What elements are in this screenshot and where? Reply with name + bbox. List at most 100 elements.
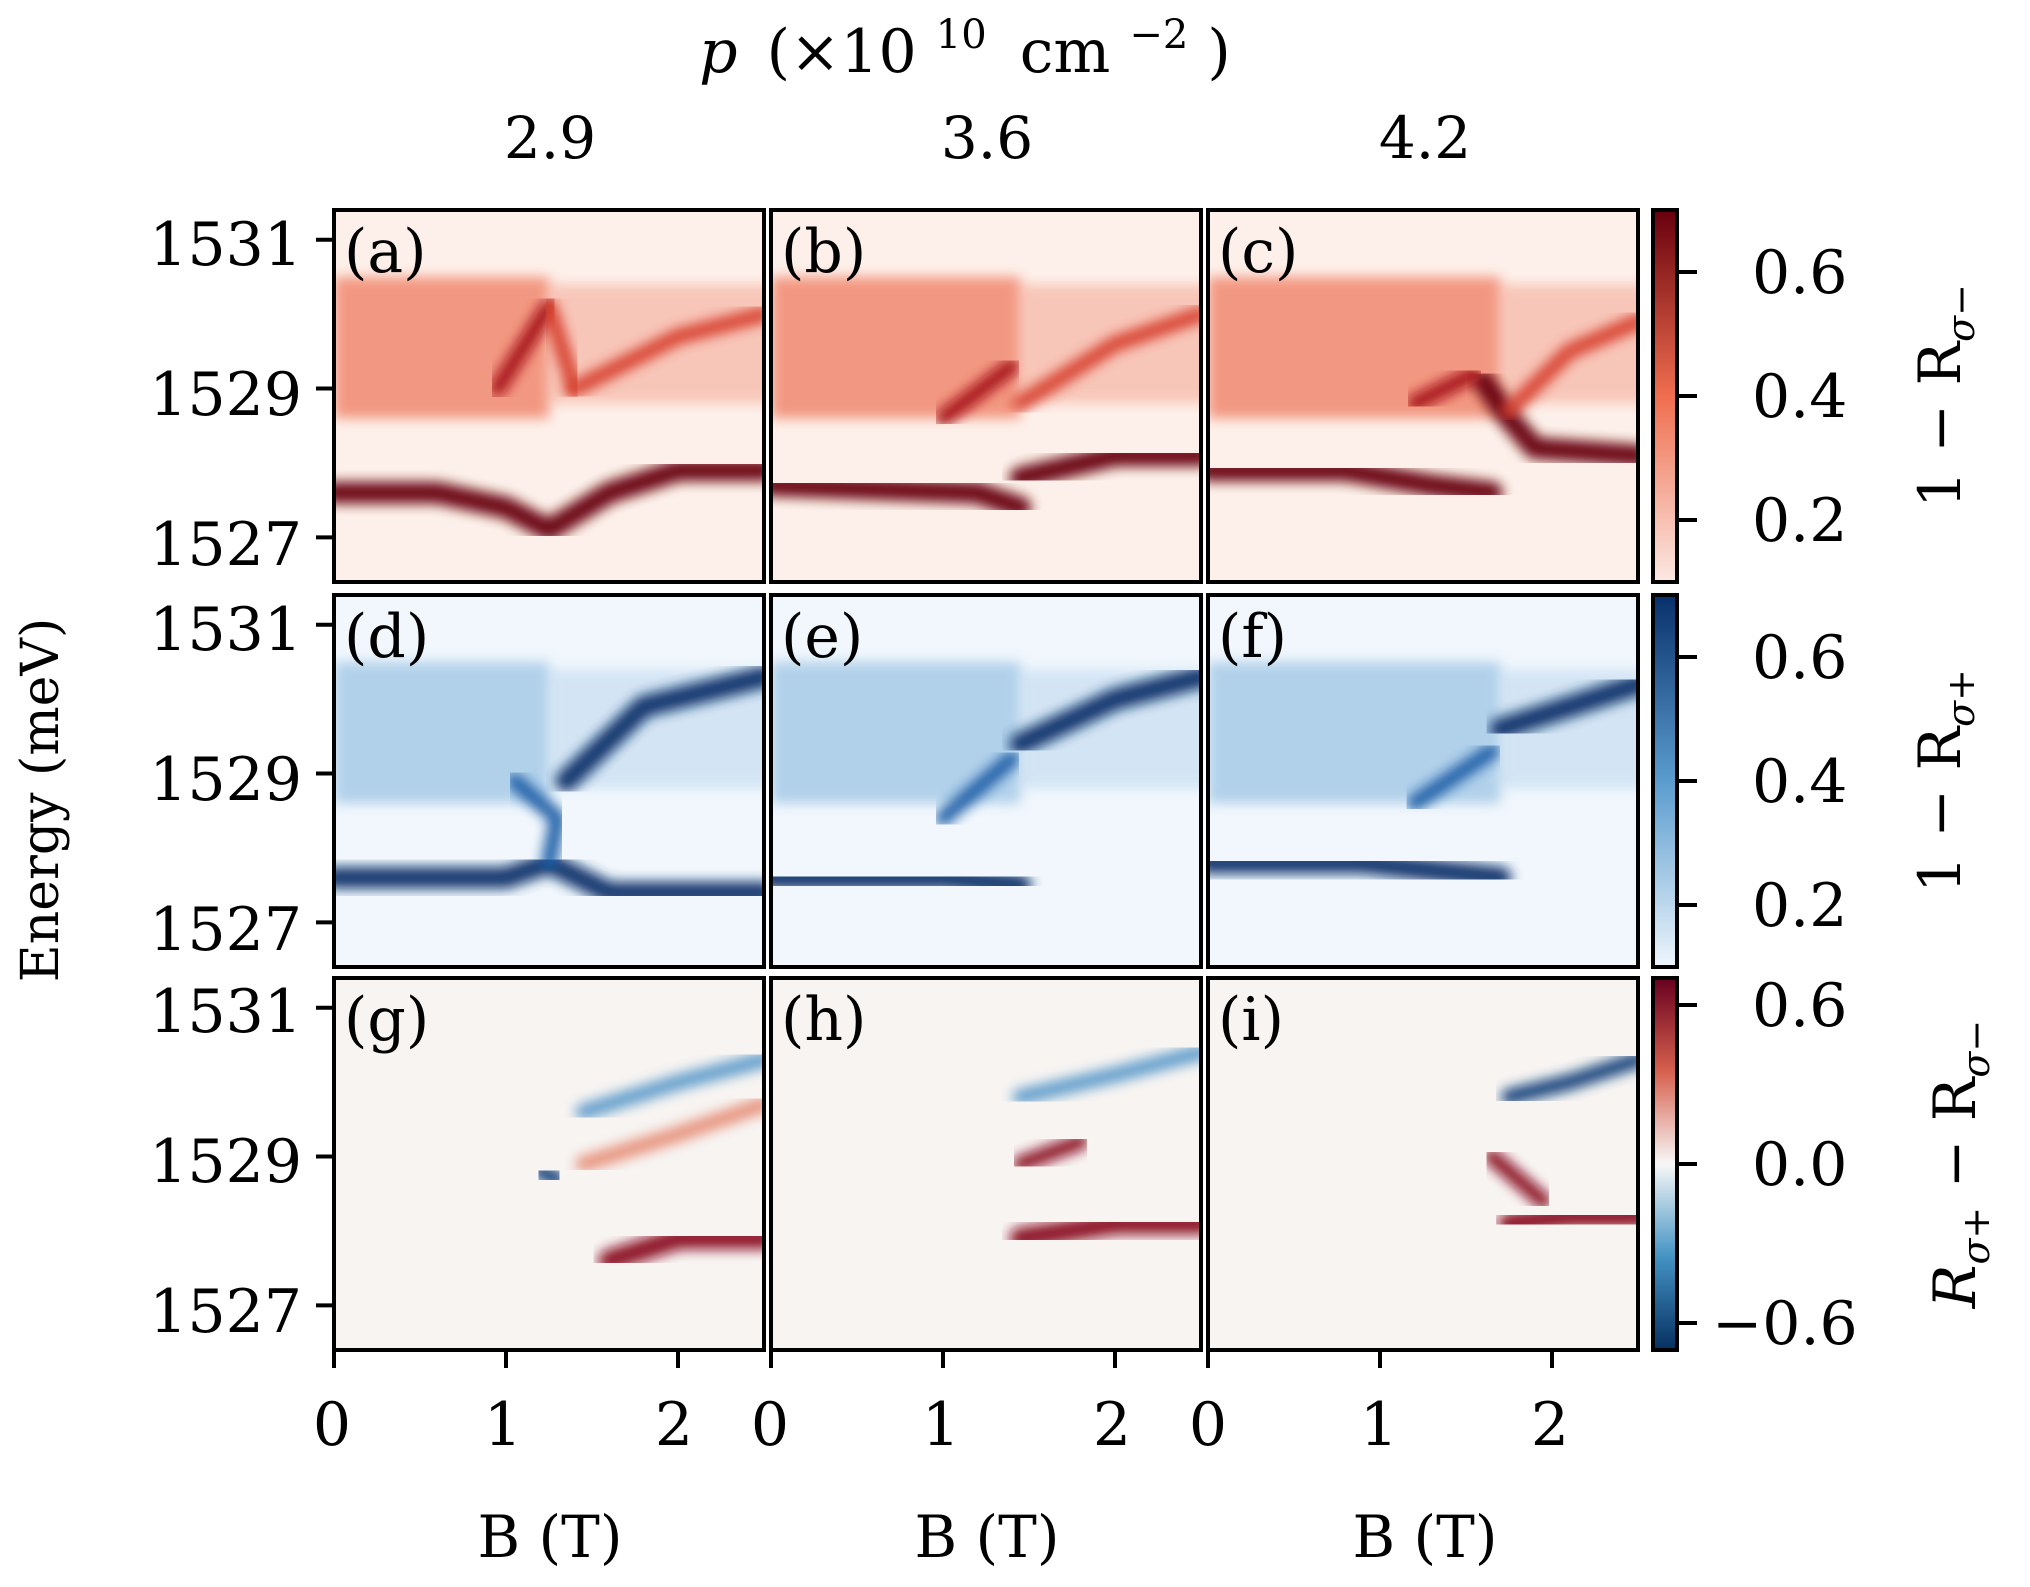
density-exponent: 10	[936, 12, 987, 58]
density-label: p (×10 10 cm −2 )	[699, 0, 1231, 87]
x-tick-col2-2: 2	[1093, 1390, 1131, 1460]
panel-f-feature-4	[1489, 673, 1638, 740]
x-tick-col3-2: 2	[1531, 1390, 1569, 1460]
density-close: )	[1207, 17, 1230, 87]
panel-e-label: (e)	[781, 602, 863, 672]
colorbar-diverging-label: Rσ+ − Rσ−	[1921, 1020, 1998, 1309]
x-axis-label-2: B (T)	[915, 1503, 1060, 1571]
panel-c-feature-2	[1472, 370, 1638, 467]
panel-h-content	[771, 978, 1201, 1350]
panel-d-label: (d)	[344, 602, 429, 672]
panel-i: (i)	[1206, 976, 1640, 1368]
panel-b-content	[771, 210, 1201, 582]
panel-h-frame	[769, 976, 1203, 1352]
panel-f-label: (f)	[1218, 602, 1287, 672]
density-symbol: p	[699, 17, 737, 87]
panel-c: (c)	[1206, 208, 1640, 584]
panel-e-feature-1	[771, 866, 1032, 897]
panel-c-label: (c)	[1218, 217, 1298, 287]
panel-h: (h)	[769, 976, 1203, 1368]
colorbar-red-gradient	[1651, 208, 1679, 584]
panel-a-content	[334, 210, 764, 582]
panel-g-feature-5	[575, 1051, 764, 1120]
panel-b-feature-3	[935, 358, 1020, 427]
panel-d-feature-2	[506, 773, 566, 871]
panel-c-diffuse-band-high	[1500, 284, 1638, 404]
y-tick-row3-1531: 1531	[149, 977, 302, 1047]
colorbar-diverging-tick-label-neg0.6: −0.6	[1712, 1289, 1858, 1359]
panel-b-feature-2	[1009, 444, 1201, 489]
colorbar-blue: 0.6 0.4 0.2 1 − Rσ+	[1651, 593, 1983, 969]
panel-f-frame	[1206, 593, 1640, 969]
panel-c-content	[1208, 210, 1638, 582]
panel-i-feature-1	[1498, 1205, 1638, 1235]
panel-b-feature-1	[771, 474, 1032, 519]
panel-d-content	[334, 595, 764, 967]
panel-g-label: (g)	[344, 985, 429, 1055]
column-label-2: 3.6	[941, 104, 1033, 172]
colorbar-red-tick-label-0.4: 0.4	[1752, 362, 1847, 432]
x-tick-col1-1: 1	[484, 1390, 522, 1460]
panel-a-diffuse-band	[334, 276, 549, 419]
colorbar-diverging-label-r1: R	[1921, 1265, 1989, 1310]
y-tick-row1-1529: 1529	[149, 360, 302, 430]
x-axis-label-3: B (T)	[1353, 1503, 1498, 1571]
x-tick-col3-1: 1	[1360, 1390, 1398, 1460]
y-tick-row2-1529: 1529	[149, 745, 302, 815]
panel-i-feature-3	[1483, 1148, 1552, 1210]
panel-g-feature-3	[598, 1227, 764, 1272]
panel-f-feature-3	[1406, 743, 1500, 812]
panel-i-feature-4	[1501, 1051, 1638, 1105]
x-tick-col2-0: 0	[751, 1390, 789, 1460]
colorbar-red: 0.6 0.4 0.2 1 − Rσ−	[1651, 208, 1983, 584]
panel-c-feature-4	[1501, 313, 1638, 419]
y-tick-row1-1531: 1531	[149, 210, 302, 280]
y-tick-row2-1527: 1527	[149, 895, 302, 965]
colorbar-diverging-label-sub1: σ+	[1954, 1207, 1998, 1265]
panel-g-content	[334, 978, 764, 1350]
panel-e-feature-3	[935, 750, 1020, 827]
colorbar-diverging-label-r2: − R	[1921, 1075, 1989, 1206]
x-axis-labels: B (T) B (T) B (T)	[478, 1503, 1498, 1571]
panel-a-feature-4	[566, 306, 764, 397]
panel-i-label: (i)	[1218, 985, 1284, 1055]
colorbar-red-label-sub: σ−	[1939, 284, 1983, 342]
panel-e: (e)	[769, 593, 1203, 969]
panel-f: (f)	[1206, 593, 1640, 969]
panel-g-feature-2	[532, 1163, 566, 1187]
panel-e-content	[771, 595, 1201, 967]
colorbar-red-label-text: 1 − R	[1906, 340, 1974, 508]
panel-a-label: (a)	[344, 217, 427, 287]
panel-a-feature-2	[489, 298, 557, 397]
panel-b-frame	[769, 208, 1203, 584]
panel-f-content	[1208, 595, 1638, 967]
colorbar-blue-tick-label-0.4: 0.4	[1752, 747, 1847, 817]
y-tick-row3-1527: 1527	[149, 1277, 302, 1347]
colorbar-blue-label: 1 − Rσ+	[1906, 669, 1983, 893]
panel-e-frame	[769, 593, 1203, 969]
panel-d: (d)	[316, 593, 766, 969]
panel-h-feature-1	[1009, 1212, 1201, 1250]
panel-h-label: (h)	[781, 985, 866, 1055]
colorbar-diverging: 0.6 0.0 −0.6 Rσ+ − Rσ−	[1651, 971, 1998, 1359]
colorbar-blue-tick-label-0.6: 0.6	[1752, 623, 1847, 693]
panel-b-feature-4	[1012, 306, 1201, 412]
colorbar-red-tick-label-0.2: 0.2	[1752, 486, 1847, 556]
colorbar-diverging-tick-label-0.0: 0.0	[1752, 1130, 1847, 1200]
colorbar-blue-label-sub: σ+	[1939, 669, 1983, 727]
panel-c-frame	[1206, 208, 1640, 584]
panel-f-feature-1	[1208, 851, 1512, 889]
colorbar-blue-label-text: 1 − R	[1906, 725, 1974, 893]
colorbar-diverging-label-sub2: σ−	[1954, 1020, 1998, 1078]
panel-g-feature-6	[575, 1096, 764, 1172]
panel-g: (g)	[316, 976, 766, 1368]
column-label-1: 2.9	[504, 104, 596, 172]
energy-axis-label: Energy (meV)	[11, 618, 71, 982]
panel-a-frame	[332, 208, 766, 584]
colorbar-diverging-tick-label-0.6: 0.6	[1752, 971, 1847, 1041]
panel-d-frame	[332, 593, 766, 969]
y-tick-row2-1531: 1531	[149, 595, 302, 665]
panel-c-feature-1	[1208, 459, 1503, 504]
density-scale: (×10	[767, 17, 917, 87]
